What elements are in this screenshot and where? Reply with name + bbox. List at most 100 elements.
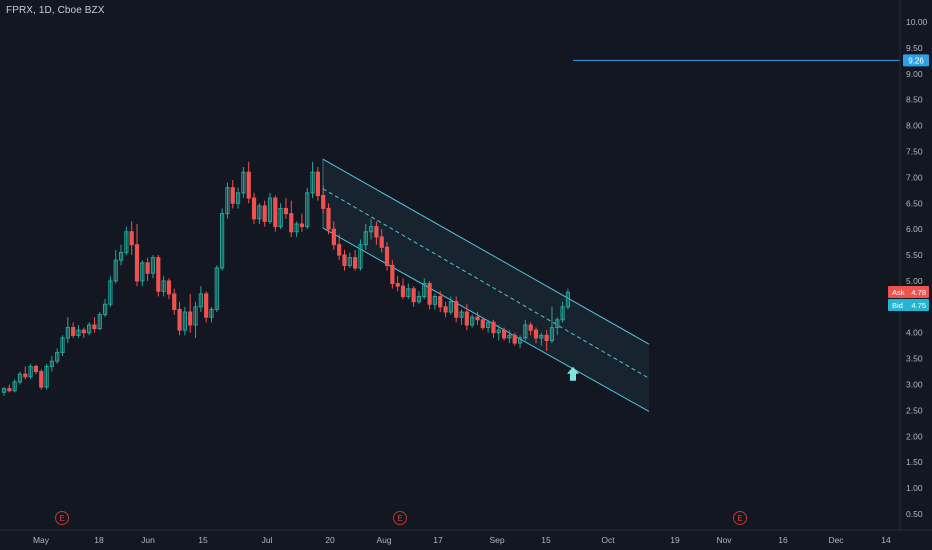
candle-body	[432, 295, 438, 305]
candle-body	[97, 314, 102, 330]
candle-body	[507, 334, 512, 339]
x-tick-label: 15	[541, 535, 551, 545]
candle-body	[464, 311, 469, 326]
candle-body	[400, 285, 406, 297]
candle-body	[523, 324, 528, 339]
y-tick-label: 0.50	[906, 509, 923, 519]
candle-body	[278, 207, 283, 228]
candle-body	[12, 381, 17, 392]
candle-body	[1, 388, 7, 393]
candle-body	[60, 337, 65, 353]
candle-body	[496, 329, 501, 334]
x-tick-label: Aug	[376, 535, 391, 545]
earnings-marker-label: E	[397, 514, 402, 523]
candles	[1, 161, 571, 396]
candle-body	[214, 267, 219, 310]
candle-body	[353, 257, 358, 269]
candle-body	[427, 283, 432, 305]
candle-body	[7, 388, 12, 392]
candle-body	[299, 223, 305, 228]
candle-body	[517, 337, 523, 344]
symbol-title: FPRX, 1D, Cboe BZX	[6, 5, 105, 16]
candle-body	[230, 187, 235, 204]
candle-body	[81, 329, 86, 334]
candle-body	[310, 171, 315, 194]
candle-body	[17, 373, 23, 383]
candle-body	[501, 329, 507, 339]
candle-body	[71, 327, 76, 336]
candle-body	[251, 197, 257, 220]
bid-value: 4.75	[911, 301, 926, 310]
y-tick-label: 1.00	[906, 483, 923, 493]
candle-body	[182, 311, 187, 331]
level-price-badge	[903, 54, 929, 67]
x-tick-label: 16	[778, 535, 788, 545]
y-tick-label: 4.00	[906, 328, 923, 338]
x-tick-label: 17	[433, 535, 443, 545]
y-tick-label: 6.00	[906, 224, 923, 234]
x-tick-label: May	[33, 535, 50, 545]
candle-body	[470, 316, 475, 326]
candle-body	[49, 360, 54, 367]
candle-body	[379, 236, 384, 248]
y-tick-label: 8.50	[906, 95, 923, 105]
candle-body	[294, 223, 299, 233]
x-tick-label: 15	[198, 535, 208, 545]
candle-body	[241, 171, 246, 194]
candle-body	[491, 321, 496, 334]
earnings-marker-label: E	[59, 514, 64, 523]
candle-body	[539, 334, 544, 339]
x-tick-label: Oct	[601, 535, 615, 545]
candle-body	[549, 327, 555, 342]
candle-body	[443, 306, 448, 313]
candle-body	[565, 291, 571, 308]
candle-body	[76, 329, 81, 336]
channel-upper-line	[322, 158, 650, 345]
x-tick-label: Dec	[828, 535, 844, 545]
candle-body	[87, 324, 92, 334]
candle-body	[220, 213, 225, 269]
candle-body	[134, 244, 140, 282]
candle-body	[363, 231, 368, 246]
candle-body	[374, 226, 379, 238]
regression-channel[interactable]	[322, 158, 650, 412]
candle-body	[283, 207, 289, 215]
candle-body	[44, 365, 49, 388]
candle-body	[390, 264, 395, 285]
candle-body	[235, 192, 241, 204]
y-tick-label: 3.00	[906, 380, 923, 390]
ask-badge	[888, 286, 929, 298]
channel-lower-line	[322, 227, 650, 412]
candle-body	[321, 194, 326, 209]
candle-body	[209, 308, 214, 318]
level-price-label: 9.26	[908, 56, 924, 65]
candle-body	[39, 371, 44, 388]
y-tick-label: 5.50	[906, 250, 923, 260]
earnings-marker-circle	[55, 511, 69, 525]
candle-body	[267, 197, 273, 222]
candle-body	[33, 365, 39, 373]
candle-body	[124, 231, 129, 253]
candle-body	[422, 283, 427, 297]
candle-body	[555, 319, 560, 329]
price-axis[interactable]: 10.00 9.50 9.00 8.50 8.00 7.50 7.00 6.50 6.00 5.5…	[888, 0, 929, 530]
candle-body	[188, 311, 193, 326]
candle-body	[411, 288, 416, 303]
candle-body	[416, 295, 422, 303]
ask-value: 4.78	[911, 288, 926, 297]
x-tick-label: 19	[670, 535, 680, 545]
candle-body	[406, 288, 411, 297]
candle-body	[156, 257, 161, 292]
candle-body	[305, 192, 310, 228]
candle-body	[92, 324, 97, 330]
earnings-marker-circle	[393, 511, 407, 525]
y-tick-label: 10.00	[906, 17, 928, 27]
candle-body	[459, 311, 464, 318]
candle-body	[204, 293, 209, 318]
time-axis[interactable]: May 18 Jun 15 Jul 20 Aug 17 Sep 15 Oct 19 Nov 16 Dec 14	[0, 529, 932, 545]
candle-body	[166, 280, 172, 295]
candle-body	[28, 365, 33, 378]
candle-body	[273, 197, 278, 228]
y-tick-label: 6.50	[906, 198, 923, 208]
